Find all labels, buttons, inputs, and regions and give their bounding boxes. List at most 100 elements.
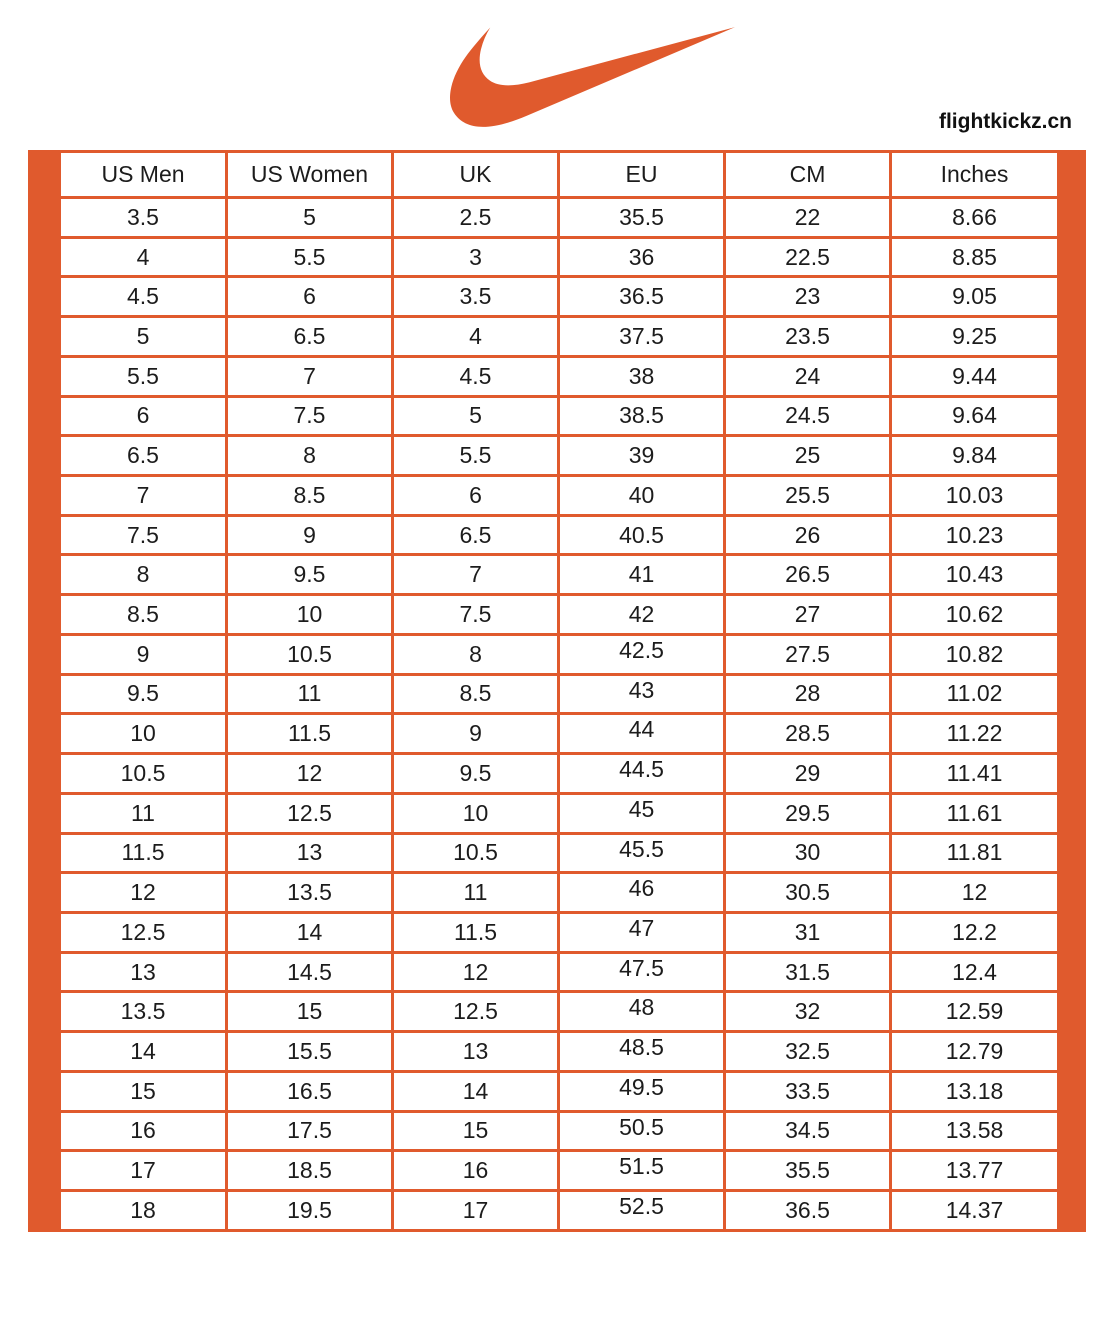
table-cell: 42.5 <box>557 632 726 676</box>
table-cell: 5 <box>58 315 228 358</box>
table-cell: 5 <box>225 196 394 239</box>
table-cell: 4.5 <box>58 275 228 319</box>
table-frame-left-band <box>28 150 58 1232</box>
table-cell: 13.5 <box>225 871 394 914</box>
table-cell: 12.2 <box>889 910 1060 954</box>
table-cell: 35.5 <box>557 196 726 239</box>
table-cell: 11.61 <box>889 791 1060 835</box>
table-cell: 33.5 <box>723 1069 892 1113</box>
table-cell: 51.5 <box>557 1149 726 1192</box>
table-cell: 5.5 <box>225 235 394 279</box>
table-cell: 11.02 <box>889 672 1060 716</box>
column-header: Inches <box>889 150 1060 199</box>
table-row: 6 7.5 5 38.5 24.5 9.64 <box>58 394 1060 438</box>
table-cell: 25.5 <box>723 474 892 517</box>
table-cell: 10.5 <box>58 752 228 795</box>
table-cell: 12.5 <box>391 990 560 1034</box>
table-cell: 10.5 <box>225 632 394 676</box>
table-cell: 42 <box>557 593 726 636</box>
table-cell: 5 <box>391 394 560 438</box>
table-row: 7.5 9 6.5 40.5 26 10.23 <box>58 513 1060 557</box>
table-row: 10.5 12 9.5 44.5 29 11.41 <box>58 752 1060 795</box>
table-cell: 7 <box>58 474 228 517</box>
table-cell: 16 <box>391 1149 560 1192</box>
table-cell: 28 <box>723 672 892 716</box>
table-frame-right-band <box>1060 150 1086 1232</box>
table-cell: 11 <box>225 672 394 716</box>
table-cell: 9 <box>58 632 228 676</box>
table-cell: 10.5 <box>391 831 560 875</box>
table-row: 13 14.5 12 47.5 31.5 12.4 <box>58 950 1060 994</box>
table-cell: 8.5 <box>391 672 560 716</box>
table-cell: 17 <box>58 1149 228 1192</box>
table-cell: 6.5 <box>391 513 560 557</box>
table-cell: 9.05 <box>889 275 1060 319</box>
column-header: UK <box>391 150 560 199</box>
table-cell: 3.5 <box>391 275 560 319</box>
table-cell: 23.5 <box>723 315 892 358</box>
table-cell: 2.5 <box>391 196 560 239</box>
table-row: 12.5 14 11.5 47 31 12.2 <box>58 910 1060 954</box>
table-cell: 4.5 <box>391 354 560 398</box>
table-cell: 9.5 <box>391 752 560 795</box>
table-cell: 35.5 <box>723 1149 892 1192</box>
table-cell: 22.5 <box>723 235 892 279</box>
column-header: US Men <box>58 150 228 199</box>
table-row: 9.5 11 8.5 43 28 11.02 <box>58 672 1060 716</box>
table-cell: 12 <box>58 871 228 914</box>
table-cell: 40 <box>557 474 726 517</box>
table-cell: 29.5 <box>723 791 892 835</box>
table-row: 7 8.5 6 40 25.5 10.03 <box>58 474 1060 517</box>
table-cell: 10 <box>58 712 228 756</box>
table-cell: 52.5 <box>557 1188 726 1232</box>
table-row: 9 10.5 8 42.5 27.5 10.82 <box>58 632 1060 676</box>
table-cell: 11.5 <box>58 831 228 875</box>
table-cell: 13.18 <box>889 1069 1060 1113</box>
table-row: 11 12.5 10 45 29.5 11.61 <box>58 791 1060 835</box>
table-cell: 37.5 <box>557 315 726 358</box>
table-cell: 19.5 <box>225 1188 394 1232</box>
table-cell: 24.5 <box>723 394 892 438</box>
table-cell: 11.41 <box>889 752 1060 795</box>
table-cell: 50.5 <box>557 1109 726 1153</box>
table-cell: 8 <box>391 632 560 676</box>
table-cell: 27.5 <box>723 632 892 676</box>
table-row: 5.5 7 4.5 38 24 9.44 <box>58 354 1060 398</box>
table-cell: 44 <box>557 712 726 756</box>
table-cell: 40.5 <box>557 513 726 557</box>
table-row: 12 13.5 11 46 30.5 12 <box>58 871 1060 914</box>
table-cell: 12.4 <box>889 950 1060 994</box>
table-cell: 13 <box>391 1030 560 1073</box>
table-cell: 31 <box>723 910 892 954</box>
table-cell: 11 <box>391 871 560 914</box>
table-row: 8 9.5 7 41 26.5 10.43 <box>58 553 1060 597</box>
table-cell: 45.5 <box>557 831 726 875</box>
column-header: EU <box>557 150 726 199</box>
table-cell: 10.62 <box>889 593 1060 636</box>
table-cell: 47.5 <box>557 950 726 994</box>
table-cell: 38.5 <box>557 394 726 438</box>
table-row: 6.5 8 5.5 39 25 9.84 <box>58 434 1060 478</box>
size-chart-body: 3.5 5 2.5 35.5 22 8.66 4 5.5 3 36 22.5 8.85 4.5 6 3.5 3… <box>58 196 1060 1232</box>
table-row: 13.5 15 12.5 48 32 12.59 <box>58 990 1060 1034</box>
table-row: 15 16.5 14 49.5 33.5 13.18 <box>58 1069 1060 1113</box>
table-cell: 29 <box>723 752 892 795</box>
nike-swoosh-icon <box>450 20 735 134</box>
table-cell: 9.5 <box>58 672 228 716</box>
table-row: 11.5 13 10.5 45.5 30 11.81 <box>58 831 1060 875</box>
table-row: 5 6.5 4 37.5 23.5 9.25 <box>58 315 1060 358</box>
table-cell: 4 <box>58 235 228 279</box>
table-cell: 14.5 <box>225 950 394 994</box>
table-row: 4.5 6 3.5 36.5 23 9.05 <box>58 275 1060 319</box>
table-cell: 8.5 <box>225 474 394 517</box>
table-cell: 12.5 <box>58 910 228 954</box>
table-cell: 14 <box>225 910 394 954</box>
table-cell: 43 <box>557 672 726 716</box>
table-cell: 11.81 <box>889 831 1060 875</box>
table-cell: 39 <box>557 434 726 478</box>
table-cell: 12 <box>225 752 394 795</box>
table-cell: 7.5 <box>58 513 228 557</box>
table-cell: 36 <box>557 235 726 279</box>
table-cell: 13 <box>225 831 394 875</box>
table-cell: 46 <box>557 871 726 914</box>
